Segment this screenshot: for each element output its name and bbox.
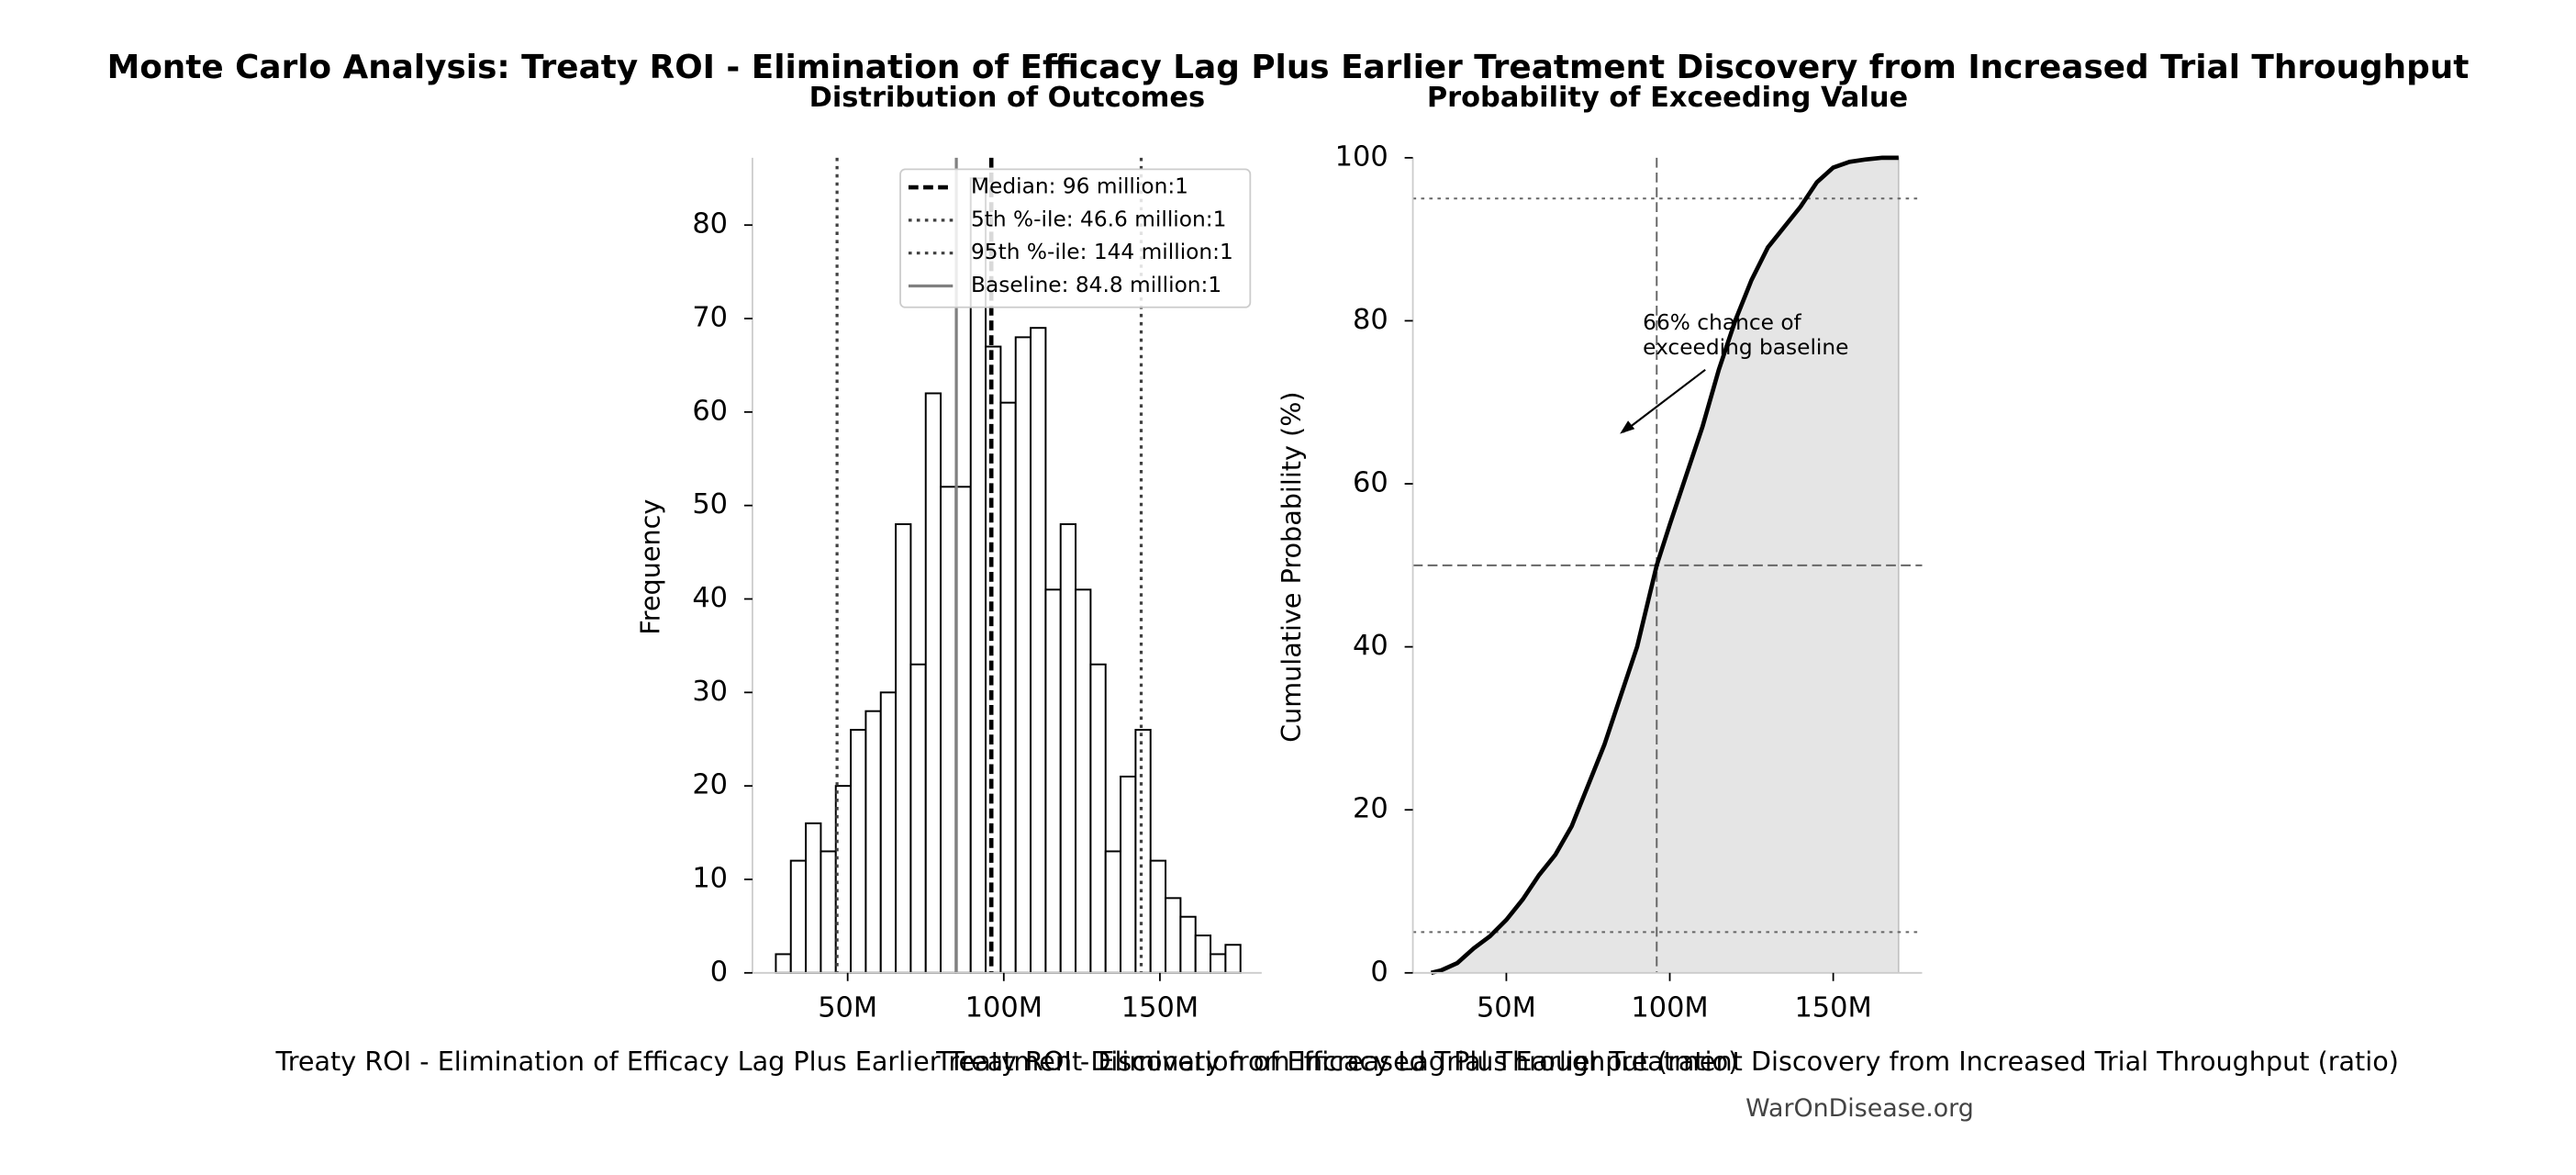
legend-label: 95th %-ile: 144 million:1 [971,240,1233,264]
bar [864,710,882,974]
bar [820,850,837,974]
legend-label: Baseline: 84.8 million:1 [971,273,1221,297]
annotation-arrow [1623,368,1706,433]
bar [909,663,927,974]
axis-title: Distribution of Outcomes [809,82,1205,114]
x-tick-label: 100M [965,992,1043,1024]
legend-label: Median: 96 million:1 [971,174,1188,199]
legend-label: 5th %-ile: 46.6 million:1 [971,207,1226,231]
chart-title: Monte Carlo Analysis: Treaty ROI - Elimi… [107,49,2470,86]
y-tick-label: 100 [1335,140,1388,173]
watermark: WarOnDisease.org [1745,1094,1974,1123]
bar [940,486,957,974]
legend-box [899,168,1252,308]
bar [924,392,942,974]
axis-title: Probability of Exceeding Value [1427,82,1908,114]
y-axis-label: Cumulative Probability (%) [1276,391,1307,742]
y-tick-label: 60 [692,395,728,427]
bar [1224,944,1242,974]
bar [1104,850,1122,974]
x-axis-label: Treaty ROI - Elimination of Efficacy Lag… [935,1046,2399,1077]
bar [1194,934,1212,974]
bar [1075,588,1092,974]
annotation-arrowhead [1620,420,1635,434]
y-tick-label: 40 [1353,630,1388,662]
y-tick-label: 30 [692,676,728,708]
bar [954,486,972,974]
x-tick-label: 150M [1121,992,1199,1024]
annotation: exceeding baseline [1643,335,1848,360]
bar [1089,663,1107,974]
x-tick-label: 150M [1794,992,1871,1024]
bar [834,785,853,974]
bar [1030,327,1047,974]
y-tick-label: 20 [692,769,728,801]
annotation: 66% chance of [1643,310,1801,335]
bar [775,953,792,974]
y-tick-label: 60 [1353,467,1388,499]
bar [1179,915,1197,974]
y-tick-label: 80 [1353,304,1388,336]
bar [1134,729,1152,974]
x-tick-label: 50M [818,992,877,1024]
y-tick-label: 40 [692,582,728,614]
bar [999,401,1017,974]
bar [1149,859,1167,974]
bar [1165,897,1182,974]
bar [895,523,912,974]
bar [789,859,808,974]
x-tick-label: 50M [1477,992,1536,1024]
bar [805,822,822,974]
y-tick-label: 70 [692,302,728,334]
y-tick-label: 20 [1353,793,1388,825]
bar [1014,336,1032,974]
bar [1044,588,1062,974]
y-tick-label: 80 [692,208,728,241]
y-tick-label: 0 [710,956,728,988]
y-tick-label: 10 [692,862,728,894]
y-axis-label: Frequency [635,499,666,635]
y-tick-label: 50 [692,488,728,520]
x-axis-label: Treaty ROI - Elimination of Efficacy Lag… [274,1046,1738,1077]
bar [879,691,898,974]
bar [1210,953,1227,974]
cdf-line [1430,155,1899,976]
x-tick-label: 100M [1631,992,1708,1024]
bar [1120,775,1137,974]
bar [1059,523,1077,974]
y-tick-label: 0 [1370,956,1388,988]
bar [850,729,867,974]
